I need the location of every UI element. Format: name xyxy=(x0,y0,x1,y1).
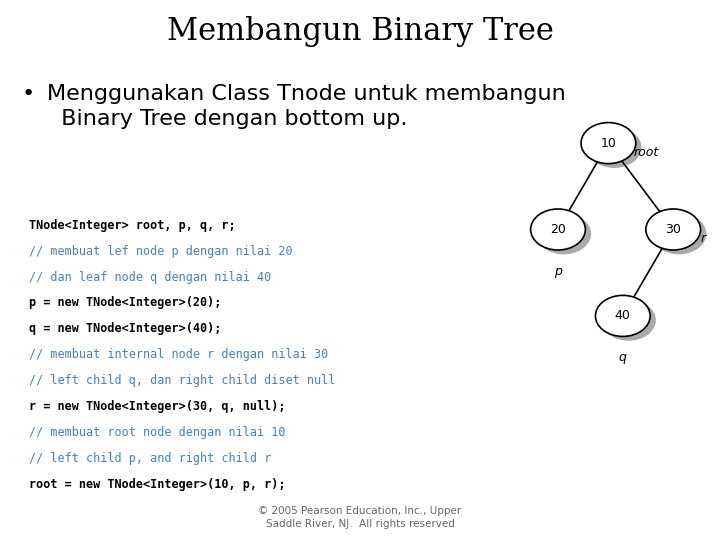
Text: // left child q, dan right child diset null: // left child q, dan right child diset n… xyxy=(29,374,336,387)
Text: q: q xyxy=(619,351,626,364)
Text: root = new TNode<Integer>(10, p, r);: root = new TNode<Integer>(10, p, r); xyxy=(29,478,285,491)
Text: r = new TNode<Integer>(30, q, null);: r = new TNode<Integer>(30, q, null); xyxy=(29,400,285,413)
Text: 30: 30 xyxy=(665,223,681,236)
Text: p = new TNode<Integer>(20);: p = new TNode<Integer>(20); xyxy=(29,296,221,309)
Text: q = new TNode<Integer>(40);: q = new TNode<Integer>(40); xyxy=(29,322,221,335)
Text: // left child p, and right child r: // left child p, and right child r xyxy=(29,452,271,465)
Text: 20: 20 xyxy=(550,223,566,236)
Circle shape xyxy=(601,300,656,341)
Circle shape xyxy=(587,127,642,168)
Text: r: r xyxy=(701,232,706,245)
Text: Menggunakan Class Tnode untuk membangun
  Binary Tree dengan bottom up.: Menggunakan Class Tnode untuk membangun … xyxy=(47,84,565,129)
Circle shape xyxy=(646,209,701,250)
Circle shape xyxy=(536,213,591,254)
Circle shape xyxy=(595,295,650,336)
Text: // dan leaf node q dengan nilai 40: // dan leaf node q dengan nilai 40 xyxy=(29,271,271,284)
Text: 10: 10 xyxy=(600,137,616,150)
Text: // membuat lef node p dengan nilai 20: // membuat lef node p dengan nilai 20 xyxy=(29,245,292,258)
Text: 40: 40 xyxy=(615,309,631,322)
Text: Membangun Binary Tree: Membangun Binary Tree xyxy=(166,16,554,47)
Text: root: root xyxy=(634,146,659,159)
Circle shape xyxy=(581,123,636,164)
Text: // membuat internal node r dengan nilai 30: // membuat internal node r dengan nilai … xyxy=(29,348,328,361)
Text: p: p xyxy=(554,265,562,278)
Text: // membuat root node dengan nilai 10: // membuat root node dengan nilai 10 xyxy=(29,426,285,439)
Text: © 2005 Pearson Education, Inc., Upper
Saddle River, NJ.  All rights reserved: © 2005 Pearson Education, Inc., Upper Sa… xyxy=(258,506,462,529)
Text: TNode<Integer> root, p, q, r;: TNode<Integer> root, p, q, r; xyxy=(29,219,235,232)
Circle shape xyxy=(652,213,706,254)
Circle shape xyxy=(531,209,585,250)
Text: •: • xyxy=(22,84,35,104)
